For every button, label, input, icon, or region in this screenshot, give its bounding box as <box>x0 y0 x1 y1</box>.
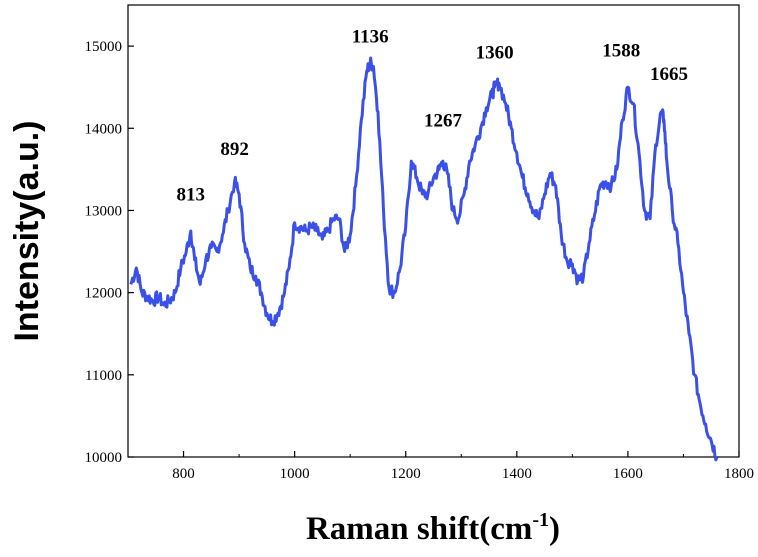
y-tick-label: 13000 <box>85 203 123 219</box>
peak-annotations: 813 892 1136 1267 1360 1588 1665 <box>177 27 688 206</box>
x-axis-label: Raman shift(cm-1) <box>306 509 560 547</box>
peak-label-1588: 1588 <box>602 40 640 61</box>
peak-label-1665: 1665 <box>650 64 688 85</box>
x-tick-label: 1800 <box>724 466 754 482</box>
x-axis-label-superscript: -1 <box>532 509 549 531</box>
y-tick-label: 10000 <box>85 450 123 466</box>
y-tick-label: 12000 <box>85 286 123 302</box>
x-axis-label-main: Raman shift(cm <box>306 511 532 547</box>
peak-label-1267: 1267 <box>424 111 463 132</box>
plot-frame <box>127 4 740 458</box>
peak-label-813: 813 <box>177 185 206 206</box>
x-tick-label: 1400 <box>502 466 532 482</box>
peak-label-1360: 1360 <box>476 42 514 63</box>
peak-label-1136: 1136 <box>352 27 389 48</box>
y-tick-label: 14000 <box>85 121 123 137</box>
x-tick-label: 800 <box>172 466 195 482</box>
y-axis-label: Intensity(a.u.) <box>8 120 46 341</box>
y-tick-label: 11000 <box>85 368 122 384</box>
x-axis-label-close: ) <box>549 511 560 547</box>
x-ticks: 800 1000 1200 1400 1600 1800 <box>172 451 754 482</box>
y-ticks: 10000 11000 12000 13000 14000 15000 <box>85 39 134 466</box>
x-tick-label: 1200 <box>391 466 421 482</box>
series-line <box>129 56 719 462</box>
peak-label-892: 892 <box>220 139 249 160</box>
x-tick-label: 1600 <box>613 466 643 482</box>
x-tick-label: 1000 <box>280 466 310 482</box>
y-tick-label: 15000 <box>85 39 123 55</box>
